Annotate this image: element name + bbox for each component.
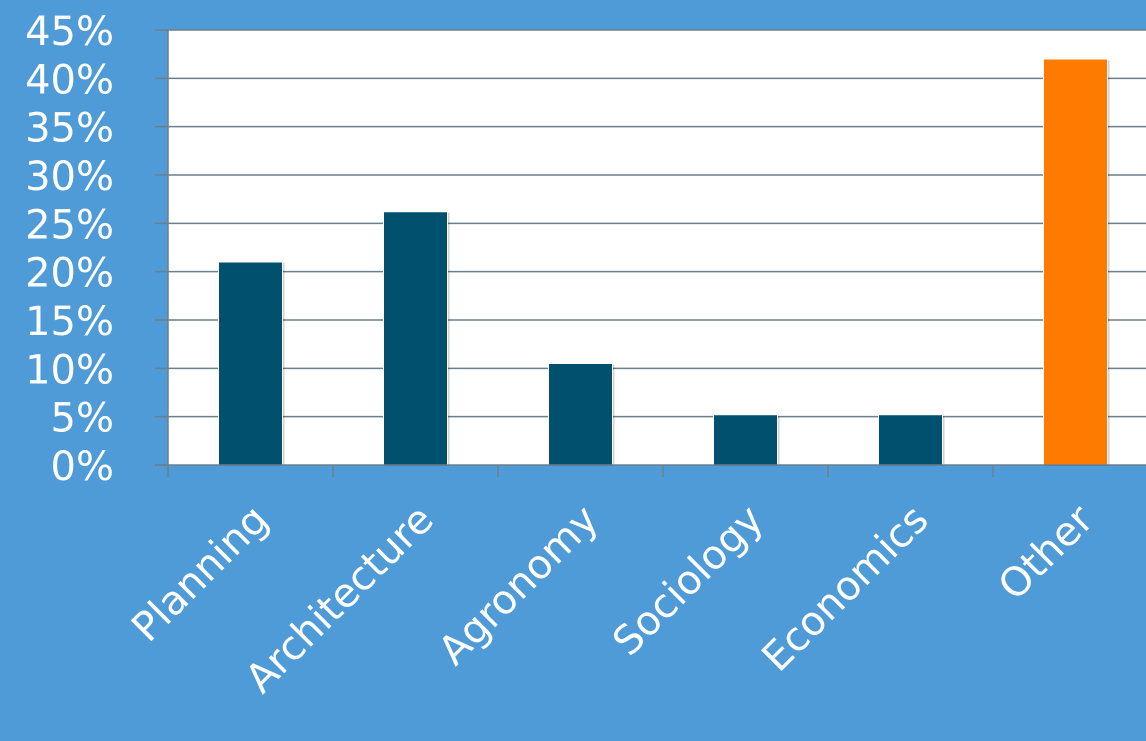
y-tick-label: 30%: [25, 154, 114, 200]
y-tick-label: 5%: [51, 396, 114, 442]
axes: [155, 29, 1146, 477]
bar-economics: [878, 414, 943, 466]
y-tick-label: 20%: [25, 251, 114, 297]
y-tick-label: 0%: [51, 444, 114, 490]
bar-sociology: [713, 414, 778, 466]
x-tick-label: Sociology: [604, 497, 772, 665]
bars: [218, 58, 1110, 466]
x-tick-label: Planning: [123, 497, 277, 651]
bar-planning: [218, 261, 283, 466]
bar-agronomy: [548, 363, 613, 466]
plot-area: [168, 30, 1146, 465]
y-tick-labels: 0%5%10%15%20%25%30%35%40%45%: [25, 9, 114, 490]
y-tick-label: 45%: [25, 9, 114, 55]
x-tick-label: Other: [990, 496, 1103, 609]
x-tick-label: Economics: [753, 497, 937, 681]
y-tick-label: 35%: [25, 106, 114, 152]
y-tick-label: 15%: [25, 299, 114, 345]
gridlines: [168, 29, 1146, 418]
bar-architecture: [383, 211, 448, 466]
y-tick-label: 25%: [25, 202, 114, 248]
y-tick-label: 10%: [25, 347, 114, 393]
y-tick-label: 40%: [25, 57, 114, 103]
x-tick-label: Agronomy: [430, 497, 608, 675]
bar-other: [1043, 58, 1108, 466]
x-tick-labels: PlanningArchitectureAgronomySociologyEco…: [123, 496, 1103, 702]
